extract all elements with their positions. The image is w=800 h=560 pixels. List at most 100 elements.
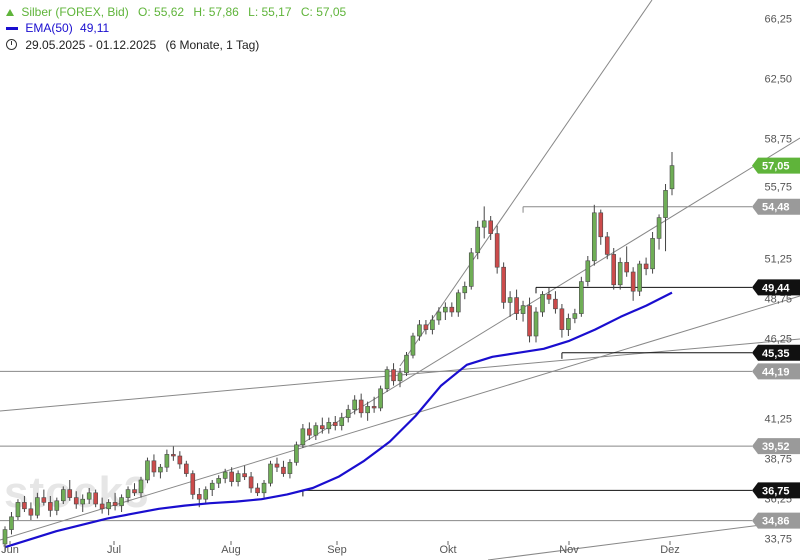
- candle-body: [209, 482, 215, 490]
- candle-body: [164, 454, 170, 468]
- candle-body: [67, 489, 73, 498]
- level-label-tag: [752, 198, 800, 215]
- candle-body: [119, 497, 124, 506]
- ema-legend[interactable]: EMA(50) 49,11: [6, 21, 109, 35]
- candle-body: [196, 494, 202, 500]
- ohlc-open: O: 55,62: [138, 5, 185, 19]
- candle-body: [507, 297, 513, 303]
- ohlc-low: L: 55,17: [248, 5, 292, 19]
- candle-body: [365, 406, 370, 414]
- ema-line: [4, 291, 673, 549]
- candle-body: [158, 466, 163, 473]
- candle-body: [28, 508, 34, 516]
- x-tick-label: Sep: [327, 544, 347, 556]
- trendline: [399, 0, 653, 367]
- candle-body: [656, 217, 662, 239]
- candle-body: [449, 306, 455, 313]
- candle-body: [572, 313, 578, 319]
- candle-body: [80, 498, 86, 505]
- candle-body: [22, 502, 27, 510]
- candle-body: [378, 388, 383, 409]
- level-label-tag: [752, 279, 800, 296]
- ohlc-high: H: 57,86: [193, 5, 239, 19]
- candle-body: [423, 324, 429, 330]
- candle-body: [391, 369, 396, 382]
- candle-body: [669, 165, 675, 190]
- candle-body: [9, 516, 14, 530]
- level-label-tag: [752, 344, 800, 361]
- candle-body: [579, 281, 584, 314]
- candle-body: [242, 473, 247, 478]
- candle-body: [2, 529, 8, 545]
- candle-body: [339, 417, 345, 426]
- candle-body: [352, 399, 357, 410]
- candle-body: [468, 252, 474, 287]
- candle-body: [99, 503, 105, 510]
- candle-body: [106, 502, 111, 510]
- candle-body: [430, 319, 435, 330]
- candle-body: [410, 335, 416, 356]
- candle-body: [60, 489, 66, 502]
- x-tick-label: Jun: [1, 544, 19, 556]
- candle-body: [261, 482, 267, 494]
- candle-body: [132, 489, 137, 494]
- candle-body: [93, 492, 98, 505]
- candle-body: [397, 372, 403, 382]
- candle-body: [281, 466, 286, 474]
- level-label-tag: [752, 363, 800, 380]
- candle-body: [643, 263, 649, 270]
- current-price-label-text: 57,05: [762, 161, 790, 173]
- candle-body: [384, 369, 390, 390]
- candle-body: [248, 476, 254, 489]
- level-label-text: 45,35: [762, 348, 790, 360]
- candle-body: [481, 220, 487, 228]
- x-tick-label: Jul: [107, 544, 121, 556]
- candle-body: [591, 212, 597, 262]
- candle-body: [300, 428, 306, 446]
- ema-series: [4, 291, 673, 549]
- candle-body: [184, 463, 189, 474]
- x-tick-label: Dez: [660, 544, 680, 556]
- y-tick-label: 33,75: [764, 533, 792, 545]
- level-label-text: 49,44: [762, 282, 790, 294]
- candle-body: [326, 422, 332, 430]
- level-label-text: 44,19: [762, 366, 790, 378]
- candle-body: [332, 422, 338, 426]
- candle-body: [488, 220, 493, 234]
- candle-body: [358, 399, 364, 414]
- candle-body: [274, 463, 280, 468]
- level-label-text: 39,52: [762, 441, 790, 453]
- candle-body: [151, 460, 157, 473]
- level-label-text: 34,86: [762, 516, 790, 528]
- candle-body: [533, 311, 539, 337]
- candle-body: [203, 489, 209, 500]
- x-tick-label: Okt: [439, 544, 456, 556]
- ema-label: EMA(50): [25, 21, 73, 35]
- candle-body: [145, 460, 150, 481]
- trendline: [0, 295, 800, 541]
- candle-body: [501, 266, 506, 303]
- symbol-name: Silber (FOREX, Bid): [21, 5, 129, 19]
- candle-body: [15, 502, 21, 518]
- x-tick-label: Aug: [221, 544, 241, 556]
- candle-body: [255, 487, 260, 494]
- level-label-tag: [752, 512, 800, 529]
- candle-body: [171, 454, 176, 457]
- candle-body: [73, 497, 79, 505]
- level-label-text: 54,48: [762, 202, 790, 214]
- candle-body: [436, 311, 442, 321]
- candle-body: [294, 444, 299, 463]
- candlesticks: [2, 152, 675, 552]
- candle-body: [404, 354, 409, 374]
- axes: 66,25 62,50 58,75 55,75 51,25 48,75 46,25 41,25…: [1, 13, 800, 556]
- ohlc-close: C: 57,05: [300, 5, 347, 19]
- candle-body: [553, 298, 558, 310]
- level-label-tag: [752, 438, 800, 455]
- trendline: [487, 519, 800, 560]
- candle-body: [475, 226, 481, 254]
- ema-line-icon: [6, 27, 18, 31]
- candle-body: [345, 409, 351, 418]
- candle-body: [527, 305, 532, 337]
